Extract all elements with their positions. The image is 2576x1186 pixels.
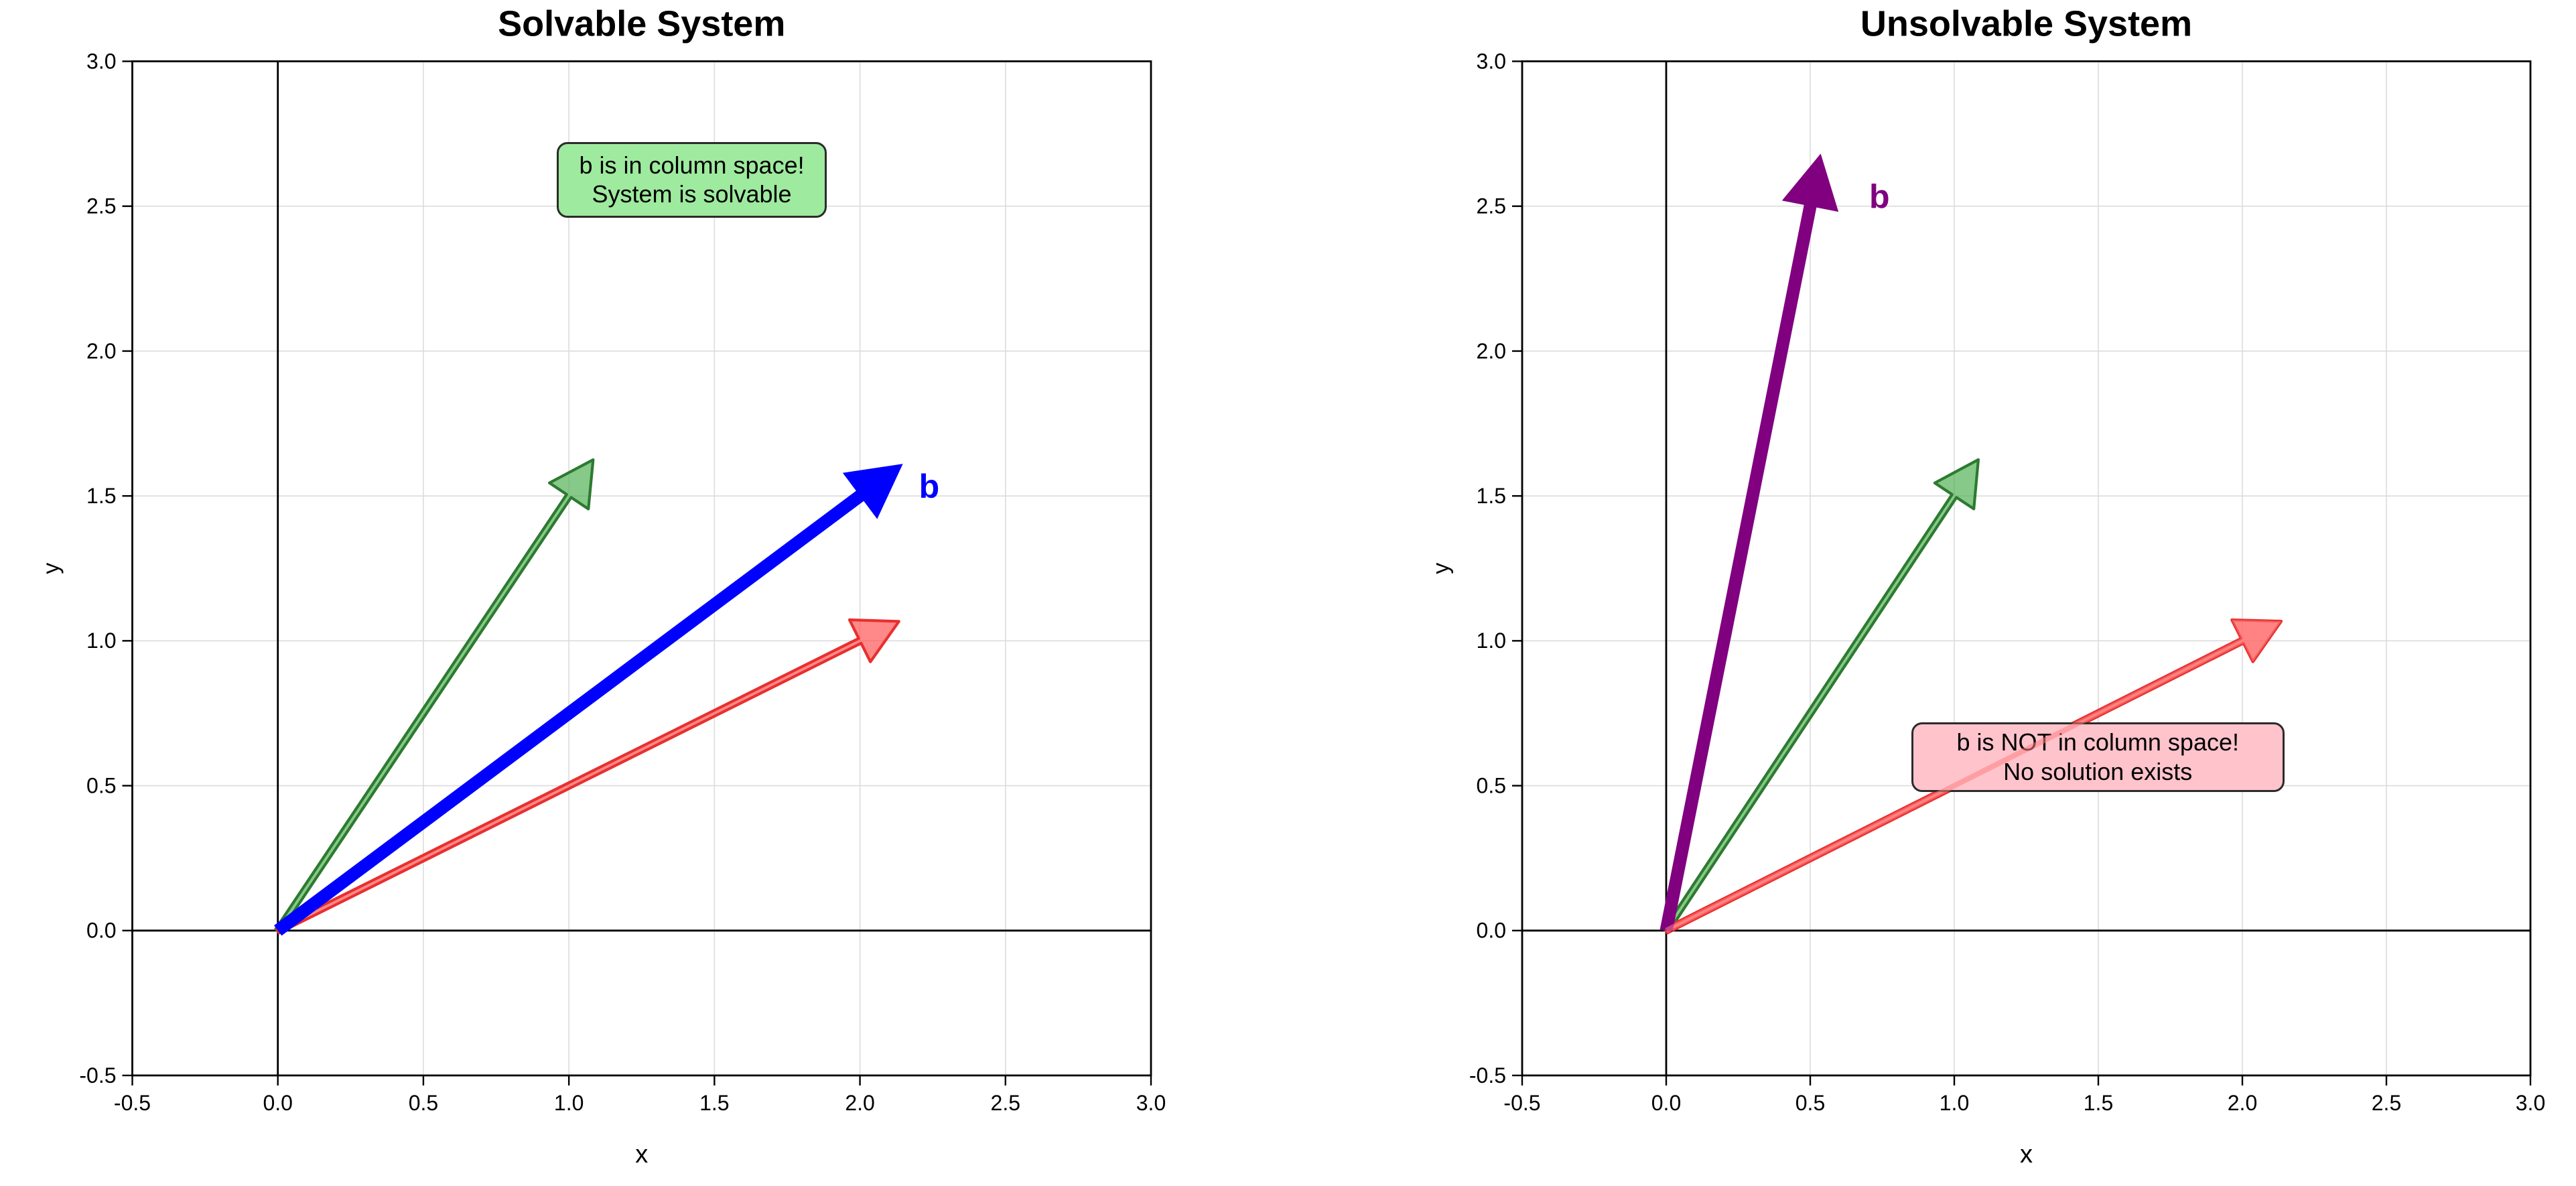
svg-text:2.0: 2.0 — [86, 339, 116, 363]
svg-text:0.0: 0.0 — [1651, 1091, 1681, 1115]
svg-text:2.5: 2.5 — [2372, 1091, 2401, 1115]
svg-text:2.5: 2.5 — [991, 1091, 1020, 1115]
svg-text:0.5: 0.5 — [86, 773, 116, 797]
svg-text:-0.5: -0.5 — [1469, 1063, 1506, 1088]
svg-text:b: b — [919, 468, 940, 505]
svg-text:1.5: 1.5 — [86, 484, 116, 508]
svg-text:Unsolvable System: Unsolvable System — [1860, 4, 2192, 44]
svg-text:3.0: 3.0 — [86, 49, 116, 73]
svg-text:3.0: 3.0 — [2516, 1091, 2545, 1115]
svg-text:1.0: 1.0 — [86, 629, 116, 653]
svg-text:1.5: 1.5 — [699, 1091, 729, 1115]
svg-text:Solvable System: Solvable System — [498, 4, 785, 44]
svg-text:0.0: 0.0 — [263, 1091, 292, 1115]
svg-text:x: x — [2020, 1140, 2033, 1169]
svg-text:0.0: 0.0 — [86, 919, 116, 943]
svg-text:0.5: 0.5 — [1795, 1091, 1825, 1115]
svg-text:-0.5: -0.5 — [79, 1063, 116, 1088]
svg-text:0.5: 0.5 — [409, 1091, 438, 1115]
svg-text:y: y — [39, 563, 64, 574]
svg-text:3.0: 3.0 — [1477, 49, 1506, 73]
svg-text:x: x — [635, 1140, 648, 1169]
svg-text:2.5: 2.5 — [86, 194, 116, 218]
svg-text:1.5: 1.5 — [1477, 484, 1506, 508]
svg-text:2.0: 2.0 — [845, 1091, 874, 1115]
svg-text:2.0: 2.0 — [2228, 1091, 2257, 1115]
svg-text:1.0: 1.0 — [554, 1091, 584, 1115]
svg-text:2.5: 2.5 — [1477, 194, 1506, 218]
svg-text:b: b — [1869, 178, 1890, 216]
svg-text:1.5: 1.5 — [2084, 1091, 2113, 1115]
svg-text:-0.5: -0.5 — [1503, 1091, 1540, 1115]
svg-text:-0.5: -0.5 — [114, 1091, 151, 1115]
svg-text:1.0: 1.0 — [1940, 1091, 1969, 1115]
svg-text:2.0: 2.0 — [1477, 339, 1506, 363]
svg-text:1.0: 1.0 — [1477, 629, 1506, 653]
svg-text:0.0: 0.0 — [1477, 919, 1506, 943]
svg-text:0.5: 0.5 — [1477, 773, 1506, 797]
svg-text:y: y — [1428, 563, 1454, 574]
svg-text:3.0: 3.0 — [1136, 1091, 1166, 1115]
